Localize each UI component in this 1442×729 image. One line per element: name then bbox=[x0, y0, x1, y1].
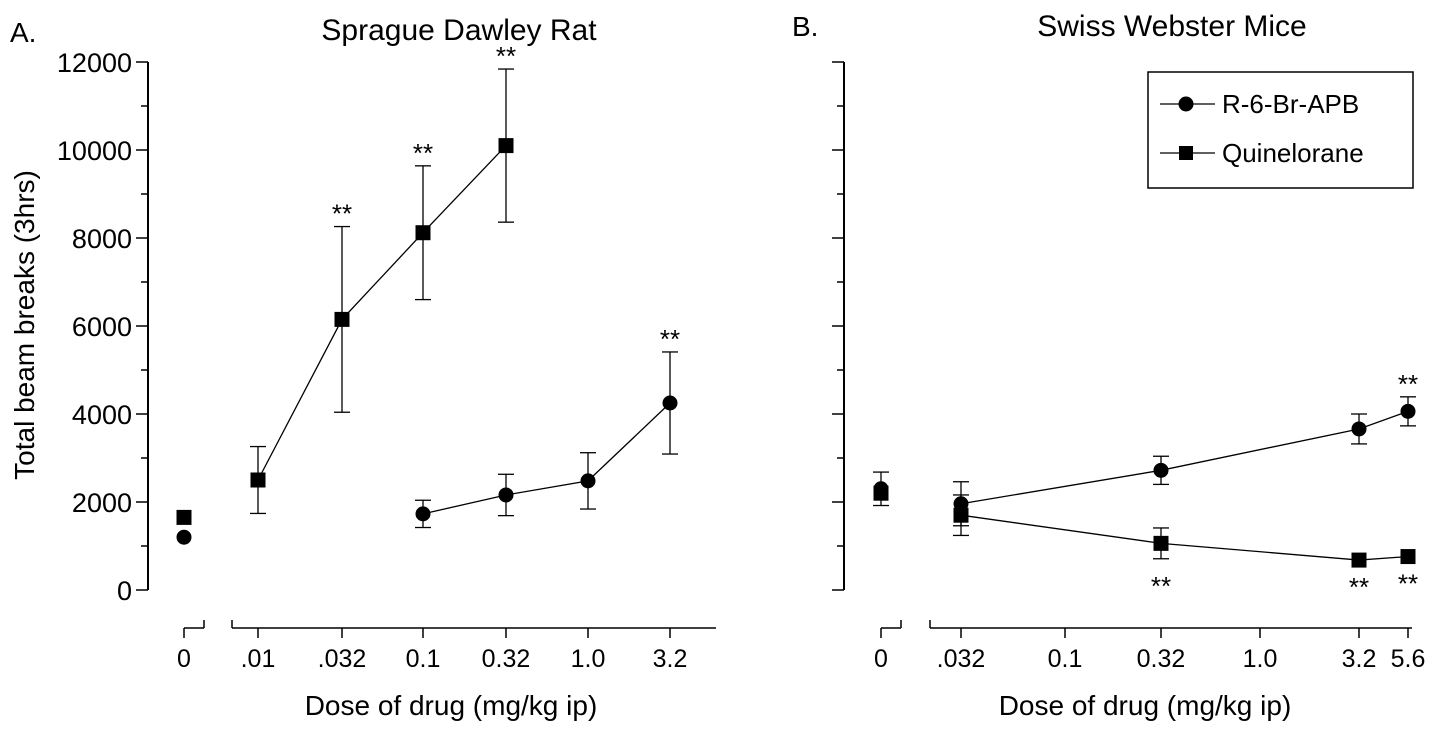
x-tick-label: 0.1 bbox=[406, 645, 441, 673]
data-point bbox=[662, 395, 678, 411]
x-tick-label: 0.32 bbox=[1137, 645, 1186, 673]
series-quinelorane: ** ** ** bbox=[873, 485, 1418, 602]
panel-a-label: A. bbox=[10, 17, 36, 48]
significance-label: ** bbox=[332, 199, 352, 229]
chart-marks: 0 2000 4000 6000 8000 10000 12000 0 .01 .032 0.1 0.… bbox=[57, 41, 1425, 673]
significance-label: ** bbox=[496, 41, 516, 71]
data-point bbox=[1351, 421, 1367, 437]
data-point bbox=[1351, 552, 1367, 568]
series-line bbox=[960, 514, 1409, 561]
data-point bbox=[1153, 535, 1169, 551]
data-point bbox=[1400, 403, 1416, 419]
x-tick-label: .032 bbox=[937, 645, 986, 673]
y-tick-label: 10000 bbox=[57, 136, 132, 166]
legend-box bbox=[1147, 71, 1414, 189]
data-point bbox=[1400, 549, 1416, 565]
x-tick-label: 0.1 bbox=[1048, 645, 1083, 673]
y-tick-label: 6000 bbox=[72, 312, 132, 342]
series-quinelorane: ** ** ** bbox=[176, 41, 516, 525]
significance-label: ** bbox=[1398, 369, 1418, 399]
significance-label: ** bbox=[1349, 572, 1369, 602]
data-point bbox=[498, 138, 514, 154]
panel-b-title: Swiss Webster Mice bbox=[1037, 10, 1307, 43]
x-tick-label: 0 bbox=[177, 645, 191, 673]
x-tick-label: 0 bbox=[874, 645, 888, 673]
significance-label: ** bbox=[660, 324, 680, 354]
x-tick-label: .032 bbox=[318, 645, 367, 673]
series-r-6-br-apb: ** bbox=[873, 369, 1418, 527]
data-point bbox=[334, 311, 350, 327]
data-point bbox=[415, 506, 431, 522]
legend: R-6-Br-APB Quinelorane bbox=[1147, 71, 1414, 189]
data-point bbox=[415, 225, 431, 241]
panel-a-plot: 0 2000 4000 6000 8000 10000 12000 0 .01 .032 0.1 0.… bbox=[57, 41, 716, 673]
x-tick-label: 3.2 bbox=[1342, 645, 1377, 673]
x-tick-label: 1.0 bbox=[1243, 645, 1278, 673]
control-point bbox=[176, 509, 192, 525]
data-point bbox=[498, 487, 514, 503]
panel-a-ylabel: Total beam breaks (3hrs) bbox=[9, 170, 40, 480]
y-tick-label: 8000 bbox=[72, 224, 132, 254]
y-tick-label: 12000 bbox=[57, 48, 132, 78]
panel-a-title: Sprague Dawley Rat bbox=[321, 14, 597, 47]
legend-circle-marker bbox=[1178, 96, 1194, 112]
y-tick-label: 4000 bbox=[72, 400, 132, 430]
panel-b: B. Swiss Webster Mice Dose of drug (mg/k… bbox=[792, 10, 1307, 721]
panel-a: A. Sprague Dawley Rat Dose of drug (mg/k… bbox=[9, 14, 597, 721]
series-r-6-br-apb: ** bbox=[176, 324, 680, 545]
x-tick-label: 5.6 bbox=[1391, 645, 1426, 673]
legend-square-marker bbox=[1179, 146, 1193, 160]
y-tick-label: 0 bbox=[117, 576, 132, 606]
data-point bbox=[250, 472, 266, 488]
panel-b-label: B. bbox=[792, 11, 818, 42]
data-point bbox=[1153, 462, 1169, 478]
significance-label: ** bbox=[1398, 569, 1418, 599]
panel-b-plot: 0 .032 0.1 0.32 1.0 3.2 5.6 ** ** ** ** bbox=[832, 61, 1426, 673]
panel-b-xlabel: Dose of drug (mg/kg ip) bbox=[999, 690, 1292, 721]
control-point bbox=[176, 529, 192, 545]
control-point bbox=[873, 485, 889, 501]
series-line bbox=[960, 410, 1409, 505]
data-point bbox=[580, 473, 596, 489]
legend-label-r6: R-6-Br-APB bbox=[1222, 89, 1359, 119]
x-tick-label: .01 bbox=[241, 645, 276, 673]
series-line bbox=[422, 402, 671, 515]
significance-label: ** bbox=[1151, 571, 1171, 601]
panel-a-xlabel: Dose of drug (mg/kg ip) bbox=[305, 690, 598, 721]
legend-label-quinelorane: Quinelorane bbox=[1222, 138, 1364, 168]
data-point bbox=[953, 507, 969, 523]
significance-label: ** bbox=[413, 138, 433, 168]
y-tick-label: 2000 bbox=[72, 488, 132, 518]
x-tick-label: 3.2 bbox=[653, 645, 688, 673]
series-line bbox=[257, 145, 507, 481]
x-tick-label: 1.0 bbox=[571, 645, 606, 673]
x-tick-label: 0.32 bbox=[482, 645, 531, 673]
